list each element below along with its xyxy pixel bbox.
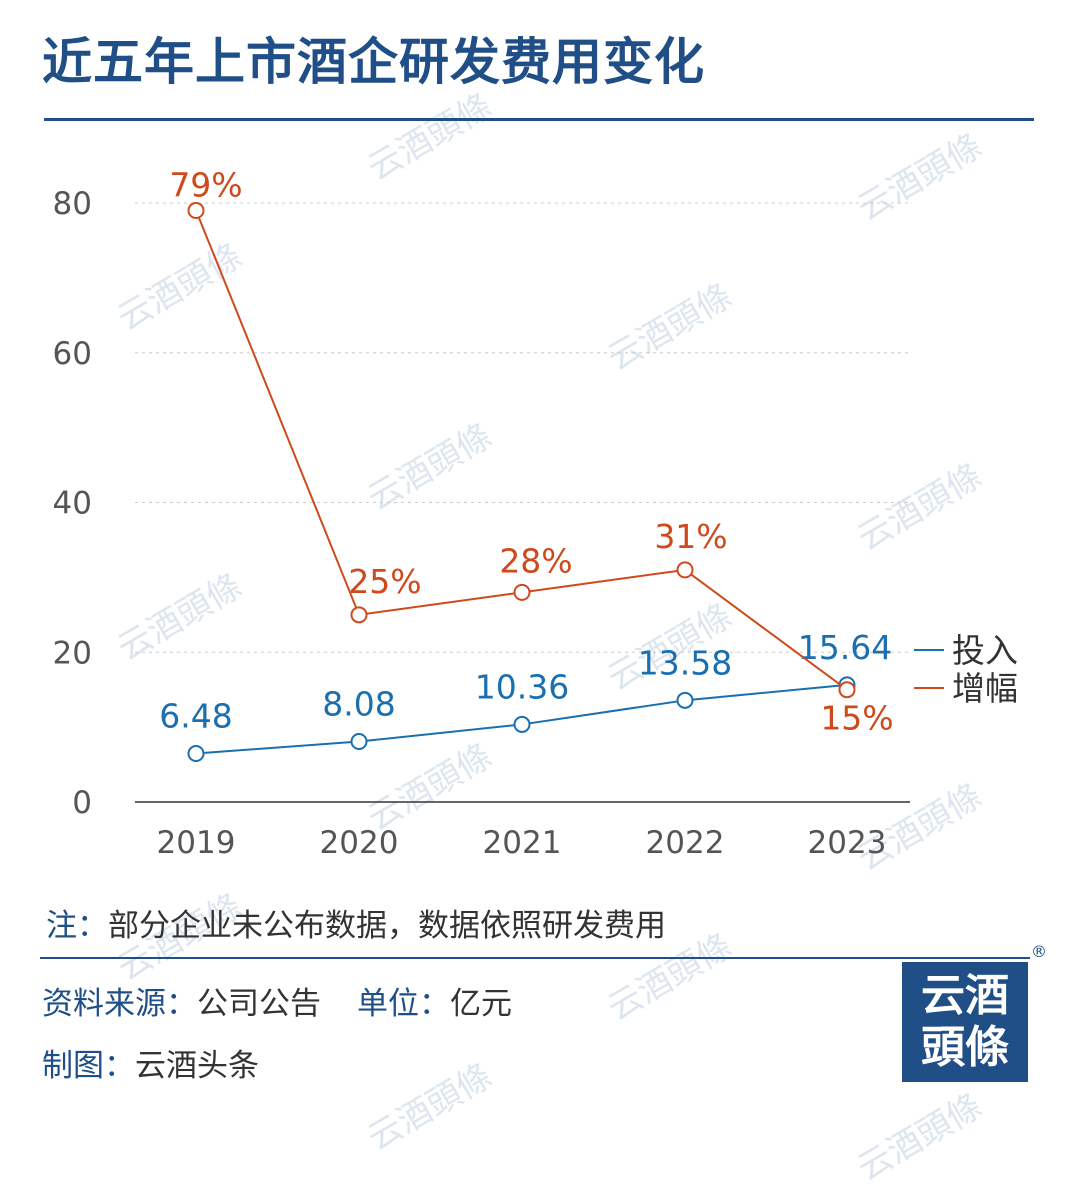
registered-mark: ®	[1031, 942, 1047, 961]
logo-line-2: 頭條	[921, 1022, 1009, 1073]
maker-value: 云酒头条	[135, 1048, 259, 1084]
source-value: 公司公告	[197, 986, 321, 1022]
data-label: 6.48	[159, 696, 232, 735]
data-label: 10.36	[475, 667, 569, 706]
page-title: 近五年上市酒企研发费用变化	[42, 33, 705, 91]
x-tick-label: 2022	[646, 825, 725, 861]
title-divider	[44, 118, 1034, 121]
footnote: 注：部分企业未公布数据，数据依照研发费用	[46, 900, 666, 945]
legend-label: 投入	[952, 631, 1018, 670]
maker-label: 制图：	[42, 1048, 135, 1084]
watermark: 云酒頭條	[360, 1056, 499, 1159]
source-line: 资料来源：公司公告 单位：亿元	[42, 978, 512, 1023]
y-tick-label: 80	[53, 186, 92, 222]
data-point	[187, 201, 205, 219]
data-label: 79%	[169, 165, 242, 204]
x-tick-label: 2023	[808, 825, 887, 861]
footer-divider	[40, 957, 1030, 959]
logo-line-1: 云酒	[921, 970, 1009, 1021]
data-label: 15%	[820, 699, 893, 738]
data-label: 31%	[654, 517, 727, 556]
data-point	[187, 744, 205, 762]
x-tick-label: 2021	[483, 825, 562, 861]
y-tick-label: 40	[53, 486, 92, 522]
legend-label: 增幅	[952, 669, 1018, 708]
series-line-1	[195, 210, 848, 691]
watermark: 云酒頭條	[850, 1086, 989, 1189]
footnote-label: 注：	[46, 908, 108, 944]
data-point	[838, 681, 856, 699]
data-point	[513, 583, 531, 601]
data-point	[676, 691, 694, 709]
x-tick-label: 2019	[157, 825, 236, 861]
unit-label: 单位：	[357, 986, 450, 1022]
data-label: 15.64	[798, 628, 892, 667]
y-tick-label: 20	[53, 635, 92, 671]
data-label: 25%	[348, 562, 421, 601]
brand-logo: 云酒 頭條	[902, 962, 1028, 1082]
data-label: 8.08	[322, 685, 395, 724]
x-tick-label: 2020	[320, 825, 399, 861]
data-point	[676, 561, 694, 579]
data-point	[350, 733, 368, 751]
data-point	[350, 606, 368, 624]
unit-value: 亿元	[450, 986, 512, 1022]
line-chart: 0 20 40 60 80 2019 2020 2021 2022 2023 6.48 8.08 10.…	[53, 165, 1018, 861]
y-tick-label: 0	[72, 785, 92, 821]
data-label: 28%	[499, 541, 572, 580]
footnote-text: 部分企业未公布数据，数据依照研发费用	[108, 908, 666, 944]
credit-line: 制图：云酒头条	[42, 1040, 259, 1085]
y-tick-label: 60	[53, 336, 92, 372]
data-point	[513, 715, 531, 733]
data-label: 13.58	[638, 643, 732, 682]
source-label: 资料来源：	[42, 986, 197, 1022]
